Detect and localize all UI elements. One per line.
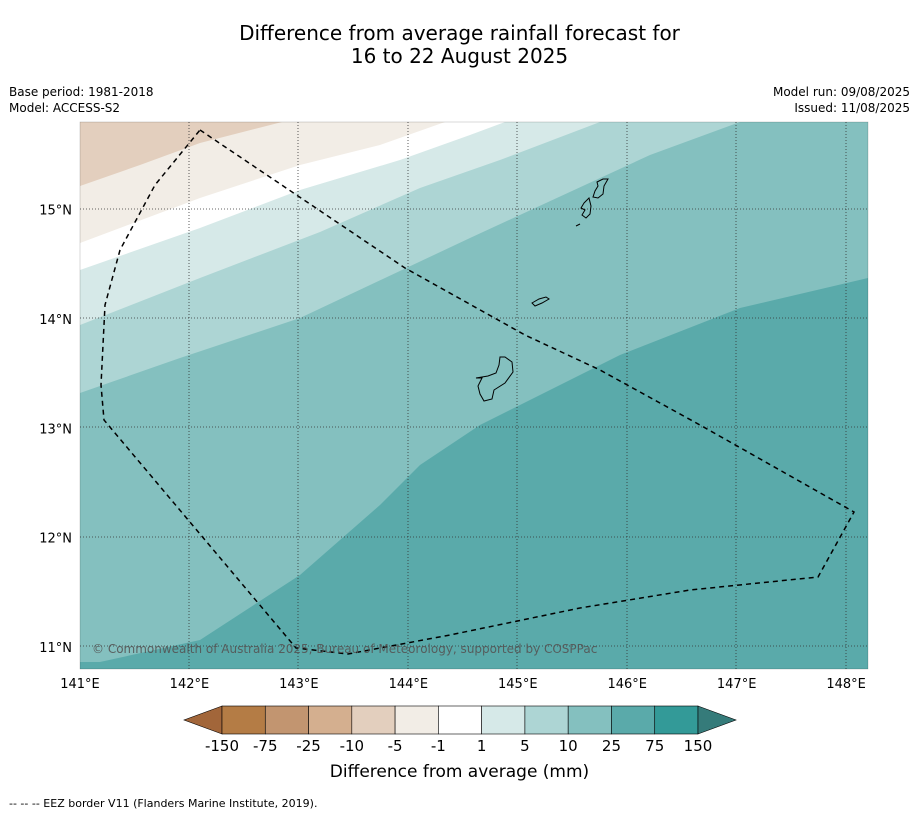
lat-label: 11°N — [39, 641, 72, 656]
band-brown-10-25 — [80, 122, 282, 186]
colorbar-segment — [394, 705, 439, 735]
colorbar-tick-label: 75 — [645, 737, 665, 755]
colorbar-segment — [481, 705, 526, 735]
colorbar-tick-label: -1 — [430, 737, 446, 755]
eez-border — [100, 129, 856, 655]
map-frame — [79, 121, 869, 670]
island-aguijan — [575, 223, 581, 227]
lat-label: 13°N — [39, 422, 72, 437]
colorbar-segment — [524, 705, 569, 735]
title-line-1: Difference from average rainfall forecas… — [239, 21, 680, 45]
lon-label: 141°E — [60, 677, 100, 692]
lon-label: 146°E — [607, 677, 647, 692]
meta-left: Base period: 1981-2018 Model: ACCESS-S2 — [9, 84, 154, 116]
colorbar-segment — [351, 705, 396, 735]
base-period: Base period: 1981-2018 — [9, 85, 154, 99]
lon-label: 143°E — [279, 677, 319, 692]
colorbar-segment — [567, 705, 612, 735]
lon-label: 148°E — [826, 677, 866, 692]
colorbar-tick-label: -25 — [296, 737, 321, 755]
colorbar — [183, 705, 737, 735]
island-guam — [475, 356, 514, 402]
colorbar-segment — [308, 705, 353, 735]
lat-label: 15°N — [39, 204, 72, 219]
island-saipan — [592, 178, 609, 199]
colorbar-segment — [611, 705, 656, 735]
colorbar-tick-label: -5 — [387, 737, 403, 755]
chart-title: Difference from average rainfall forecas… — [0, 22, 919, 68]
island-tinian — [580, 197, 592, 219]
colorbar-segment — [654, 705, 699, 735]
lon-label: 142°E — [170, 677, 210, 692]
eez-legend-note: -- -- -- EEZ border V11 (Flanders Marine… — [9, 797, 318, 810]
lon-label: 147°E — [717, 677, 757, 692]
colorbar-segment — [264, 705, 309, 735]
colorbar-tick-label: 150 — [683, 737, 713, 755]
colorbar-title: Difference from average (mm) — [329, 762, 590, 782]
colorbar-tick-label: 5 — [520, 737, 530, 755]
longitude-labels: 141°E 142°E 143°E 144°E 145°E 146°E 147°E 148°E — [60, 677, 866, 692]
rainfall-field — [80, 122, 868, 669]
colorbar-tick-label: 25 — [601, 737, 621, 755]
colorbar-segment — [438, 705, 482, 735]
islands — [475, 178, 609, 402]
island-rota — [531, 296, 550, 307]
gridlines — [80, 122, 868, 669]
colorbar-tick-label: -10 — [339, 737, 365, 755]
model-run: Model run: 09/08/2025 — [772, 85, 910, 99]
colorbar-tick-label: 10 — [558, 737, 578, 755]
colorbar-tick-label: -150 — [204, 737, 240, 755]
colorbar-segment — [221, 705, 266, 735]
colorbar-tick-label: -75 — [253, 737, 278, 755]
issued-date: Issued: 11/08/2025 — [794, 101, 910, 115]
meta-right: Model run: 09/08/2025 Issued: 11/08/2025 — [773, 84, 910, 116]
lat-label: 12°N — [39, 532, 72, 547]
lon-label: 145°E — [498, 677, 538, 692]
model-name: Model: ACCESS-S2 — [9, 101, 121, 115]
lon-label: 144°E — [389, 677, 429, 692]
colorbar-tick-label: 1 — [476, 737, 487, 755]
colorbar-extend-high — [697, 705, 737, 735]
colorbar-extend-low — [183, 705, 223, 735]
copyright-notice: © Commonwealth of Australia 2025, Bureau… — [92, 642, 597, 656]
title-line-2: 16 to 22 August 2025 — [350, 44, 569, 68]
lat-label: 14°N — [39, 313, 72, 328]
latitude-labels: 15°N 14°N 13°N 12°N 11°N — [39, 204, 72, 657]
